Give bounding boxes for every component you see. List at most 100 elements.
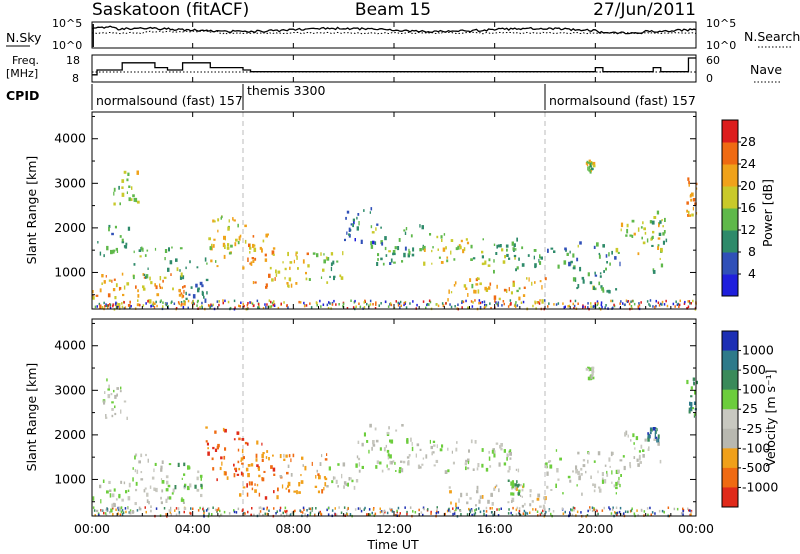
heatmap-cell — [652, 270, 656, 274]
heatmap-cell — [659, 220, 662, 224]
heatmap-cell — [537, 301, 540, 304]
heatmap-cell — [392, 250, 396, 254]
heatmap-cell — [279, 475, 283, 478]
heatmap-cell — [637, 252, 640, 256]
heatmap-cell — [103, 254, 105, 258]
heatmap-cell — [264, 512, 266, 516]
heatmap-cell — [223, 455, 226, 460]
heatmap-cell — [147, 458, 149, 463]
heatmap-cell — [607, 289, 610, 293]
heatmap-cell — [684, 300, 686, 304]
heatmap-cell — [393, 261, 396, 264]
heatmap-cell — [408, 250, 411, 255]
heatmap-cell — [228, 512, 231, 515]
heatmap-cell — [355, 479, 359, 483]
heatmap-cell — [502, 300, 505, 303]
heatmap-cell — [165, 513, 167, 516]
heatmap-cell — [283, 301, 285, 304]
heatmap-cell — [492, 448, 495, 452]
heatmap-cell — [246, 483, 248, 488]
heatmap-cell — [385, 254, 388, 257]
heatmap-cell — [184, 483, 187, 487]
heatmap-cell — [357, 457, 361, 461]
heatmap-cell — [219, 466, 222, 471]
heatmap-cell — [455, 506, 458, 510]
heatmap-cell — [419, 224, 421, 228]
heatmap-cell — [450, 250, 452, 255]
heatmap-cell — [358, 221, 360, 226]
heatmap-cell — [290, 458, 292, 463]
heatmap-cell — [682, 509, 684, 513]
heatmap-cell — [692, 407, 694, 410]
heatmap-cell — [118, 507, 121, 512]
heatmap-cell — [261, 477, 265, 482]
heatmap-cell — [298, 482, 301, 487]
heatmap-cell — [511, 500, 513, 503]
heatmap-cell — [216, 508, 218, 512]
heatmap-cell — [244, 441, 248, 445]
heatmap-cell — [570, 508, 572, 511]
heatmap-cell — [404, 302, 406, 305]
heatmap-cell — [252, 304, 255, 308]
heatmap-cell — [287, 464, 290, 468]
heatmap-cell — [649, 220, 653, 224]
heatmap-cell — [183, 302, 186, 306]
noise-left-tick-top: 10^5 — [52, 17, 82, 30]
heatmap-cell — [512, 280, 515, 285]
heatmap-cell — [121, 509, 124, 512]
heatmap-cell — [678, 305, 680, 308]
heatmap-cell — [510, 511, 512, 515]
heatmap-cell — [576, 484, 578, 487]
heatmap-cell — [602, 289, 605, 293]
heatmap-cell — [495, 301, 497, 304]
heatmap-cell — [516, 289, 519, 293]
heatmap-cell — [654, 436, 658, 439]
heatmap-cell — [318, 511, 320, 515]
heatmap-cell — [96, 305, 98, 308]
heatmap-cell — [217, 507, 220, 510]
heatmap-cell — [408, 454, 411, 457]
heatmap-cell — [573, 307, 575, 310]
heatmap-cell — [371, 446, 373, 451]
heatmap-cell — [334, 513, 337, 516]
heatmap-cell — [485, 287, 489, 292]
heatmap-cell — [251, 302, 254, 305]
heatmap-cell — [435, 459, 439, 463]
heatmap-cell — [453, 284, 456, 287]
heatmap-cell — [526, 277, 528, 280]
heatmap-cell — [315, 475, 317, 479]
heatmap-cell — [243, 304, 245, 308]
heatmap-cell — [454, 305, 456, 308]
heatmap-cell — [367, 513, 369, 516]
heatmap-cell — [411, 253, 415, 257]
heatmap-cell — [504, 255, 506, 259]
heatmap-cell — [675, 300, 677, 303]
heatmap-cell — [258, 474, 261, 478]
heatmap-cell — [457, 506, 459, 510]
heatmap-cell — [587, 161, 590, 164]
heatmap-cell — [594, 302, 596, 305]
heatmap-cell — [252, 235, 255, 238]
heatmap-cell — [466, 513, 469, 516]
heatmap-cell — [135, 488, 138, 492]
heatmap-cell — [315, 301, 318, 304]
heatmap-cell — [556, 468, 559, 473]
x-tick-label: 04:00 — [175, 521, 211, 536]
heatmap-cell — [375, 227, 377, 231]
heatmap-cell — [665, 299, 667, 303]
heatmap-cell — [174, 485, 177, 490]
heatmap-cell — [654, 433, 656, 438]
heatmap-cell — [433, 464, 436, 467]
heatmap-cell — [441, 239, 443, 242]
heatmap-cell — [387, 455, 389, 460]
heatmap-cell — [475, 504, 477, 507]
velocity-heatmap — [92, 319, 698, 518]
heatmap-cell — [625, 234, 628, 237]
heatmap-cell — [388, 426, 390, 430]
heatmap-cell — [575, 465, 578, 470]
heatmap-cell — [242, 473, 244, 477]
heatmap-cell — [539, 254, 541, 259]
heatmap-cell — [499, 244, 502, 248]
heatmap-cell — [534, 263, 537, 268]
heatmap-cell — [233, 219, 236, 222]
